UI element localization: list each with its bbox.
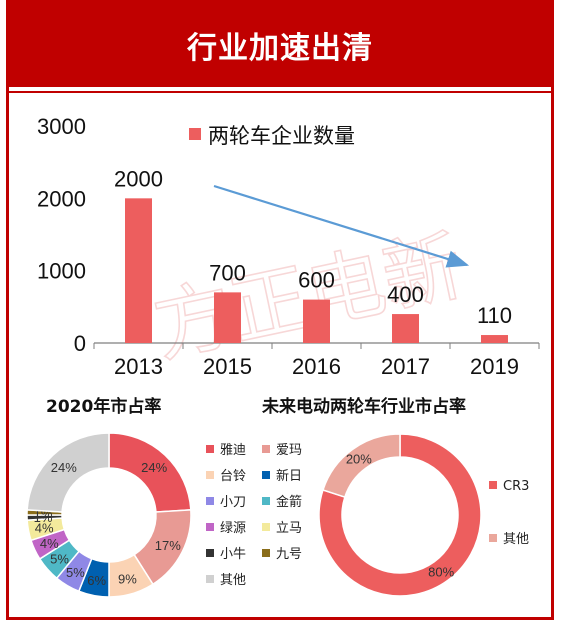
legend-swatch-小牛: [206, 549, 214, 557]
legend-label-其他: 其他: [220, 573, 246, 588]
legend-swatch-爱玛: [262, 445, 270, 453]
x-tick-label: 2013: [114, 354, 163, 379]
slice-value-label: 4%: [35, 520, 54, 535]
title-bar: 行业加速出清: [9, 3, 551, 87]
legend-swatch-金箭: [262, 497, 270, 505]
x-tick-label: 2016: [292, 354, 341, 379]
bar-value-label: 400: [387, 282, 424, 307]
legend-swatch-其他: [489, 534, 497, 542]
legend-swatch-小刀: [206, 497, 214, 505]
legend-swatch-CR3: [489, 481, 497, 489]
legend-swatch: [189, 128, 201, 140]
legend-swatch-立马: [262, 523, 270, 531]
y-tick-label: 1000: [37, 259, 86, 284]
donut-slice-CR3: [318, 433, 482, 597]
slice-value-label: 80%: [428, 565, 454, 580]
donut-chart-2020: 2020年市占率24%17%9%6%5%5%4%4%1%1%24%雅迪 爱玛台铃新…: [26, 396, 302, 598]
donut-chart-future: 未来电动两轮车行业市占率 80% 20% CR3 其他: [261, 396, 529, 597]
donut1-title: 2020年市占率: [46, 396, 161, 417]
slice-value-label: 17%: [155, 538, 181, 553]
donut-slice-其他: [26, 432, 110, 513]
trend-arrow: [213, 184, 470, 268]
bar-value-label: 700: [209, 260, 246, 285]
legend-label-绿源: 绿源: [220, 521, 246, 536]
bar-2019: [481, 335, 508, 343]
bar-value-label: 2000: [114, 166, 163, 191]
legend-label-其他: 其他: [503, 532, 529, 547]
slice-value-label: 6%: [87, 573, 106, 588]
slice-value-label: 5%: [50, 552, 69, 567]
bar-chart: 0 1000 2000 3000 2000 2013 700 2015 600 2016 400 20…: [37, 114, 540, 379]
slice-value-label: 9%: [118, 571, 137, 586]
legend-label-小牛: 小牛: [220, 547, 246, 562]
slice-value-label: 24%: [141, 460, 167, 475]
chart-canvas: 方正电新 01000200030002000201370020156002016…: [26, 114, 540, 598]
bar-2017: [392, 314, 419, 343]
bar-value-label: 600: [298, 268, 335, 293]
legend-swatch-雅迪: [206, 445, 214, 453]
legend-swatch-绿源: [206, 523, 214, 531]
title-divider: [9, 87, 551, 91]
legend-label-爱玛: 爱玛: [276, 443, 302, 458]
slice-value-label: 5%: [66, 565, 85, 580]
legend-swatch-台铃: [206, 471, 214, 479]
y-tick-label: 3000: [37, 114, 86, 139]
legend-label-立马: 立马: [276, 521, 302, 536]
slice-value-label: 20%: [346, 451, 372, 466]
chart-frame: 行业加速出清 方正电新 0 1000 2000 3000 2000 2013 700 2015…: [6, 0, 554, 620]
legend-label: 两轮车企业数量: [208, 124, 355, 148]
slice-value-label: 24%: [51, 460, 77, 475]
donut-slice-其他: [322, 433, 401, 499]
bar-value-label: 110: [477, 303, 512, 328]
legend-label-雅迪: 雅迪: [220, 443, 246, 458]
legend-label-台铃: 台铃: [220, 469, 246, 484]
legend-swatch-新日: [262, 471, 270, 479]
legend-swatch-九号: [262, 549, 270, 557]
bar-2013: [125, 198, 152, 343]
x-tick-label: 2017: [381, 354, 430, 379]
legend-label-小刀: 小刀: [220, 495, 246, 510]
y-tick-label: 2000: [37, 186, 86, 211]
legend-label-金箭: 金箭: [276, 494, 302, 510]
bar-2016: [303, 299, 330, 343]
donut2-title: 未来电动两轮车行业市占率: [261, 396, 466, 417]
bar-2015: [214, 292, 241, 343]
y-tick-label: 0: [74, 331, 86, 356]
x-tick-label: 2019: [470, 354, 519, 379]
page-title: 行业加速出清: [187, 31, 373, 66]
x-tick-label: 2015: [203, 354, 252, 379]
legend-label-CR3: CR3: [503, 479, 529, 494]
slice-value-label: 4%: [40, 536, 59, 551]
legend-label-九号: 九号: [276, 547, 302, 562]
legend-label-新日: 新日: [276, 468, 302, 484]
legend-swatch-其他: [206, 575, 214, 583]
title-divider-red: [9, 91, 551, 93]
